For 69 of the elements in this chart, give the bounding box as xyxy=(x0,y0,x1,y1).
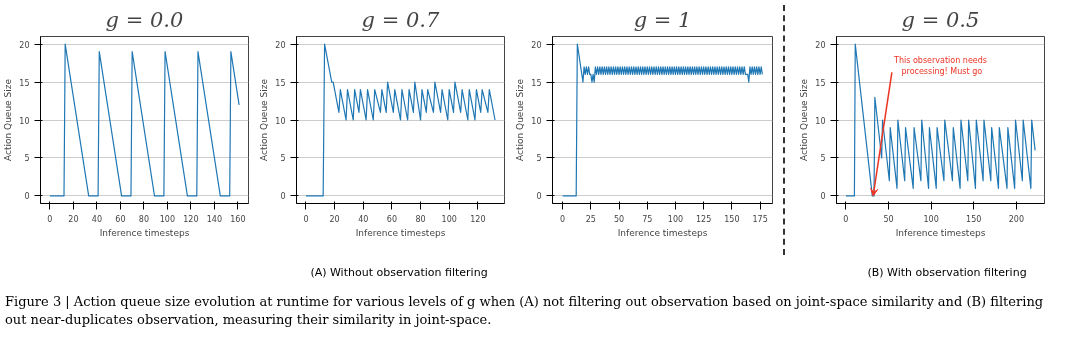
x-axis-title: Inference timesteps xyxy=(355,227,446,238)
chart-title: g = 0.0 xyxy=(105,7,184,32)
y-tick-label: 20 xyxy=(19,40,30,50)
y-tick-label: 10 xyxy=(531,116,542,126)
x-tick-label: 0 xyxy=(47,214,53,224)
y-tick-label: 10 xyxy=(19,116,30,126)
x-tick-label: 0 xyxy=(303,214,309,224)
x-tick-label: 80 xyxy=(138,214,150,224)
y-tick-label: 5 xyxy=(536,154,542,164)
line-series xyxy=(305,43,496,197)
x-tick-label: 125 xyxy=(696,214,712,224)
x-tick-label: 50 xyxy=(613,214,625,224)
y-tick-label: 5 xyxy=(820,154,826,164)
x-tick-label: 150 xyxy=(966,214,982,224)
y-axis-title: Action Queue Size xyxy=(799,78,810,161)
y-axis-title: Action Queue Size xyxy=(3,78,14,161)
x-tick-label: 25 xyxy=(585,214,596,224)
x-tick-label: 140 xyxy=(206,214,223,224)
y-tick-label: 15 xyxy=(815,78,826,88)
y-tick-label: 15 xyxy=(531,78,542,88)
x-tick-label: 40 xyxy=(91,214,102,224)
x-tick-label: 80 xyxy=(415,214,426,224)
x-tick-label: 0 xyxy=(560,214,566,224)
x-axis-title: Inference timesteps xyxy=(895,227,986,238)
y-tick-label: 0 xyxy=(280,192,286,202)
y-tick-label: 10 xyxy=(815,116,826,126)
x-tick-label: 120 xyxy=(470,214,486,224)
text: (B) With observation filtering xyxy=(867,265,1027,281)
x-tick-label: 20 xyxy=(68,214,79,224)
y-axis-title: Action Queue Size xyxy=(259,78,270,161)
x-tick-label: 100 xyxy=(441,214,457,224)
y-tick-label: 5 xyxy=(24,154,30,164)
x-tick-label: 50 xyxy=(883,214,894,224)
x-tick-label: 100 xyxy=(159,214,176,224)
x-tick-label: 160 xyxy=(230,214,246,224)
x-tick-label: 200 xyxy=(1008,214,1025,224)
x-tick-label: 40 xyxy=(358,214,369,224)
x-tick-label: 60 xyxy=(115,214,126,224)
y-tick-label: 0 xyxy=(536,192,542,202)
line-series xyxy=(49,43,240,197)
x-tick-label: 175 xyxy=(752,214,768,224)
caption: Figure 3 | Action queue size evolution at runtime for various levels of g when (A) not filtering out observation based on joint-space similarity and (B) filtering out near-duplicates observation, measuring their similarity in joint-space. xyxy=(5,293,1045,330)
y-axis-title: Action Queue Size xyxy=(515,78,526,161)
x-tick-label: 20 xyxy=(329,214,340,224)
line-series xyxy=(562,43,763,197)
x-tick-label: 150 xyxy=(724,214,740,224)
x-axis-title: Inference timesteps xyxy=(99,227,190,238)
chart-title: g = 0.7 xyxy=(361,7,441,32)
x-tick-label: 75 xyxy=(642,214,653,224)
text: (A) Without observation filtering xyxy=(310,265,488,281)
y-tick-label: 0 xyxy=(24,192,30,202)
x-tick-label: 0 xyxy=(843,214,849,224)
y-tick-label: 15 xyxy=(275,78,286,88)
x-tick-label: 100 xyxy=(923,214,939,224)
y-tick-label: 20 xyxy=(275,40,286,50)
y-tick-label: 5 xyxy=(280,154,286,164)
chart-title: g = 1 xyxy=(633,7,692,32)
y-tick-label: 0 xyxy=(820,192,826,202)
chart-title: g = 0.5 xyxy=(901,7,980,32)
x-tick-label: 120 xyxy=(183,214,199,224)
x-tick-label: 60 xyxy=(386,214,397,224)
y-tick-label: 15 xyxy=(19,78,30,88)
x-tick-label: 100 xyxy=(667,214,684,224)
y-tick-label: 20 xyxy=(815,40,826,50)
x-axis-title: Inference timesteps xyxy=(617,227,708,238)
y-tick-label: 20 xyxy=(531,40,542,50)
annotation: This observation needs processing! Must go xyxy=(893,55,987,76)
line-series xyxy=(845,43,1036,197)
y-tick-label: 10 xyxy=(275,116,286,126)
